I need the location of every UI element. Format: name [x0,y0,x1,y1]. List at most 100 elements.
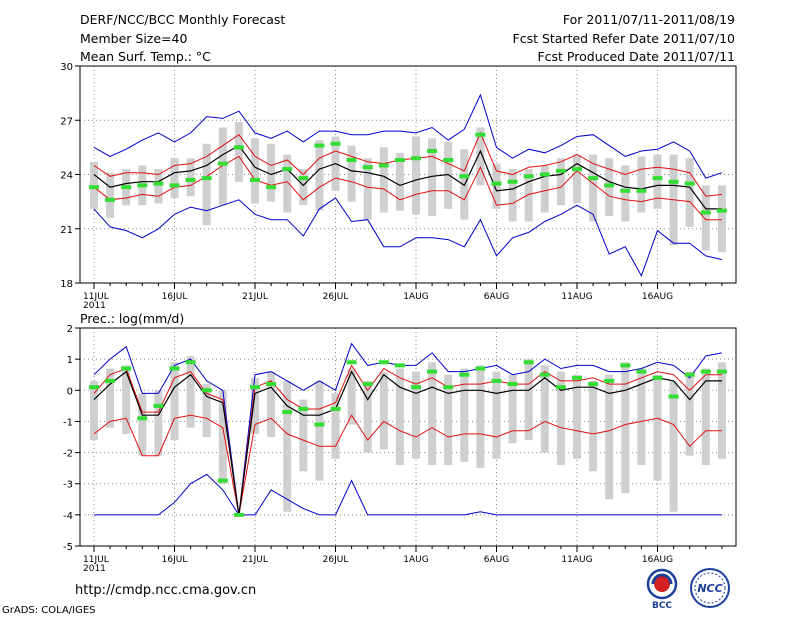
ensemble-box [299,399,308,472]
median-mark [523,360,534,365]
ensemble-box [428,362,437,466]
ensemble-box [331,393,340,459]
x-tick-label: 11AUG [561,292,592,302]
ensemble-box [234,122,243,182]
y-tick-label: -5 [63,542,73,553]
ensemble-box [492,371,501,459]
ensemble-box [669,380,678,512]
median-mark [668,394,679,399]
median-mark [201,176,212,181]
ensemble-box [508,169,517,222]
min-line [94,473,722,516]
ensemble-box [701,185,710,251]
x-tick-label: 16JUL [162,292,188,302]
x-tick-label: 26JUL [323,292,349,302]
median-mark [201,388,212,393]
ensemble-box [589,154,598,222]
median-mark [700,210,711,215]
ensemble-box [379,147,388,213]
ensemble-box [444,374,453,466]
chart-title: DERF/NCC/BCC Monthly Forecast [80,12,286,27]
ensemble-box [637,368,646,466]
median-mark [121,366,132,371]
median-mark [298,406,309,411]
median-mark [620,188,631,193]
y-tick-label: 24 [60,171,73,182]
ensemble-box [653,154,662,209]
ensemble-box [122,365,131,434]
median-mark [572,375,582,380]
min-line [93,197,723,278]
lower-sd-line [93,414,722,515]
x-tick-label: 6AUG [484,555,509,565]
median-mark [378,360,389,365]
median-mark [137,183,148,188]
ensemble-box [476,127,485,186]
median-mark [250,385,260,390]
median-mark [443,385,454,390]
ensemble-box [218,127,227,206]
median-mark [314,143,325,148]
y-tick-label: 30 [60,62,73,73]
y-tick-label: -2 [63,449,73,460]
ensemble-box [492,163,501,209]
x-tick-label: 11JUL [83,555,109,565]
x-tick-label: 1AUG [403,292,428,302]
x-tick-label: 16JUL [162,555,188,565]
ensemble-box [267,143,276,202]
ensemble-box [251,138,259,204]
median-mark [137,416,148,421]
ensemble-box [138,393,147,456]
ensemble-box [347,368,356,425]
ensemble-box [412,371,420,459]
upper-sd-line [93,131,722,197]
started-date-label: Fcst Started Refer Date 2011/07/10 [512,31,736,46]
ensemble-box [154,390,163,456]
median-mark [362,382,373,387]
ensemble-box [170,362,179,441]
precip-variable-label: Prec.: log(mm/d) [80,311,185,326]
median-mark [330,406,341,411]
median-mark [185,360,196,365]
y-tick-label: 2 [67,324,73,335]
median-mark [668,179,679,184]
median-mark [539,172,550,177]
source-url[interactable]: http://cmdp.ncc.cma.gov.cn [75,583,257,598]
median-mark [572,167,582,172]
median-mark [443,158,454,163]
ncc-logo: NCC [690,568,730,608]
ensemble-box [202,143,211,226]
median-mark [604,378,615,383]
ensemble-box [170,158,179,199]
y-tick-label: -4 [63,511,73,522]
median-mark [314,422,325,427]
ensemble-box [476,365,485,469]
median-mark [169,183,180,188]
produced-date-label: Fcst Produced Date 2011/07/11 [537,49,735,64]
ensemble-box [621,165,630,222]
median-mark [491,378,502,383]
ensemble-box [315,140,324,211]
median-mark [153,403,164,408]
ensemble-box [444,141,453,209]
ensemble-box [540,365,549,453]
x-tick-label: 11JUL [83,292,109,302]
x-tick-label: 2011 [83,301,106,311]
ensemble-box [428,138,437,217]
median-mark [604,183,615,188]
median-mark [459,372,470,377]
median-mark [105,378,116,383]
ensemble-box [395,152,404,211]
ensemble-box [106,172,115,218]
median-mark [652,375,663,380]
median-mark [555,168,566,173]
median-mark [459,174,470,179]
median-mark [89,185,99,190]
ensemble-box [186,356,195,428]
ensemble-box [283,380,292,512]
median-mark [185,177,196,182]
median-mark [700,369,711,374]
lower-sd-line [93,155,722,221]
